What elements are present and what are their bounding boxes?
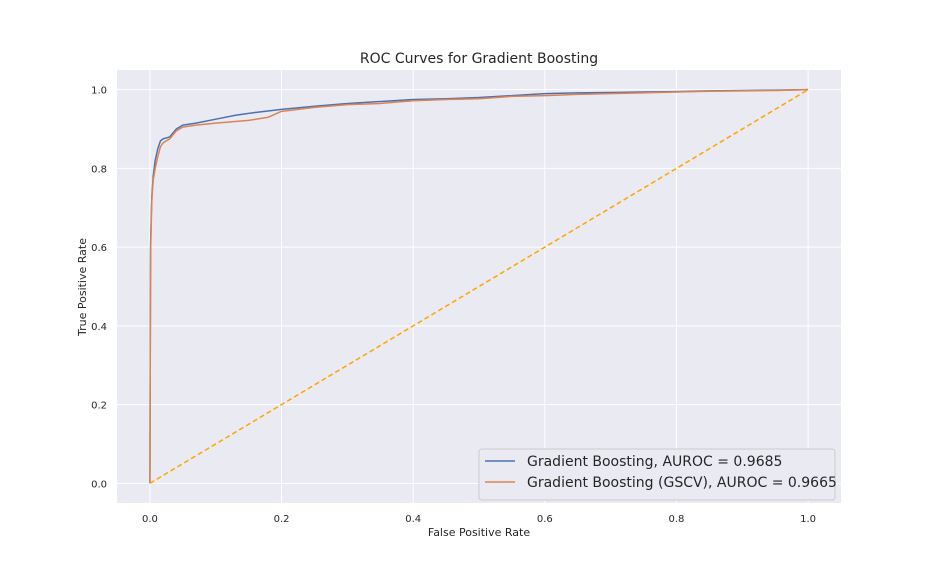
chart-title: ROC Curves for Gradient Boosting	[360, 51, 598, 67]
x-axis-label: False Positive Rate	[428, 526, 530, 539]
x-tick-label: 0.6	[537, 514, 553, 525]
y-tick-label: 0.8	[91, 164, 107, 175]
y-axis-label: True Positive Rate	[76, 238, 89, 337]
y-tick-label: 0.0	[91, 479, 107, 490]
x-tick-label: 0.4	[405, 514, 421, 525]
y-tick-label: 0.2	[91, 401, 107, 412]
x-tick-label: 0.8	[669, 514, 685, 525]
legend-label: Gradient Boosting (GSCV), AUROC = 0.9665	[527, 475, 837, 491]
y-tick-label: 1.0	[91, 86, 107, 97]
legend-box	[478, 448, 836, 501]
roc-curve-0	[149, 88, 809, 484]
x-tick-label: 0.0	[142, 514, 158, 525]
y-tick-label: 0.4	[91, 322, 107, 333]
x-tick-label: 0.2	[274, 514, 290, 525]
roc-curve-1	[149, 88, 809, 484]
legend: Gradient Boosting, AUROC = 0.9685 Gradien…	[478, 448, 837, 501]
y-tick-label: 0.6	[91, 243, 107, 254]
tick-labels: 0.0 0.2 0.4 0.6 0.8 1.0 0.0 0.2 0.4 0.6 0.8 1.0	[91, 86, 816, 525]
x-tick-label: 1.0	[800, 514, 816, 525]
series-layer	[149, 88, 809, 484]
legend-label: Gradient Boosting, AUROC = 0.9685	[527, 454, 782, 470]
